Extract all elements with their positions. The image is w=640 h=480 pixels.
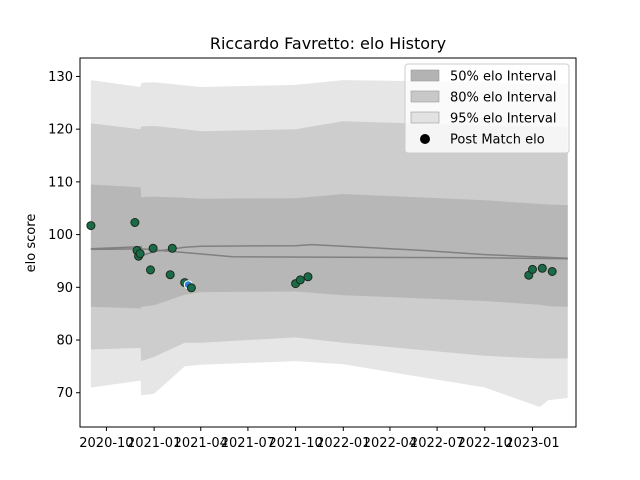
elo-point (165, 270, 175, 280)
interval-bands (90, 80, 568, 407)
legend-swatch (410, 90, 440, 103)
elo-point (547, 267, 557, 276)
x-tick-label: 2022-01 (316, 436, 370, 451)
y-tick-label: 100 (48, 228, 73, 243)
elo-point (135, 249, 145, 259)
y-tick-label: 110 (48, 175, 73, 190)
legend-label: 50% elo Interval (450, 70, 557, 85)
plot-frame (79, 57, 577, 428)
y-axis: 70 80 90 100 110 120 130 (48, 70, 80, 401)
post-match-points (86, 218, 557, 293)
elo-point (146, 265, 155, 275)
legend-swatch (410, 111, 440, 124)
elo-point (86, 221, 96, 231)
y-tick-label: 130 (48, 70, 73, 85)
y-tick-label: 120 (48, 123, 73, 138)
elo-point (537, 263, 547, 273)
legend-swatch (410, 69, 440, 82)
chart-title: Riccardo Favretto: elo History (210, 34, 446, 53)
x-tick-label: 2022-10 (458, 436, 512, 451)
legend-label: 80% elo Interval (450, 91, 557, 106)
legend: 50% elo Interval 80% elo Interval 95% elo … (404, 63, 570, 154)
x-tick-label: 2022-04 (363, 436, 417, 451)
x-tick-label: 2021-07 (221, 436, 275, 451)
elo-point (295, 275, 305, 285)
legend-marker (420, 134, 430, 144)
elo-point (303, 272, 313, 282)
x-tick-label: 2022-07 (410, 436, 464, 451)
x-tick-label: 2021-10 (268, 436, 322, 451)
elo-point (130, 218, 140, 227)
elo-point (148, 243, 158, 253)
y-tick-label: 70 (56, 386, 73, 401)
elo-point (186, 283, 196, 293)
x-tick-label: 2021-01 (127, 436, 181, 451)
y-tick-label: 90 (56, 281, 73, 296)
elo-point (528, 264, 537, 274)
legend-label: Post Match elo (450, 133, 545, 148)
legend-label: 95% elo Interval (450, 112, 557, 127)
x-tick-label: 2023-01 (505, 436, 559, 451)
x-tick-label: 2021-04 (174, 436, 228, 451)
y-tick-label: 80 (56, 334, 73, 349)
x-axis: 2020-102021-012021-042021-072021-102022-… (79, 427, 560, 451)
band-50pct (90, 184, 568, 309)
x-tick-label: 2020-10 (79, 436, 133, 451)
elo-point (167, 243, 177, 253)
y-axis-label: elo score (24, 214, 39, 273)
legend-box (404, 63, 570, 154)
